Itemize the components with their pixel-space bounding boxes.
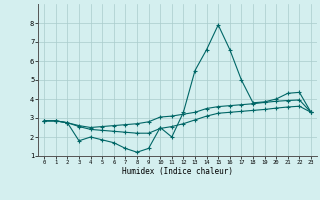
X-axis label: Humidex (Indice chaleur): Humidex (Indice chaleur) <box>122 167 233 176</box>
